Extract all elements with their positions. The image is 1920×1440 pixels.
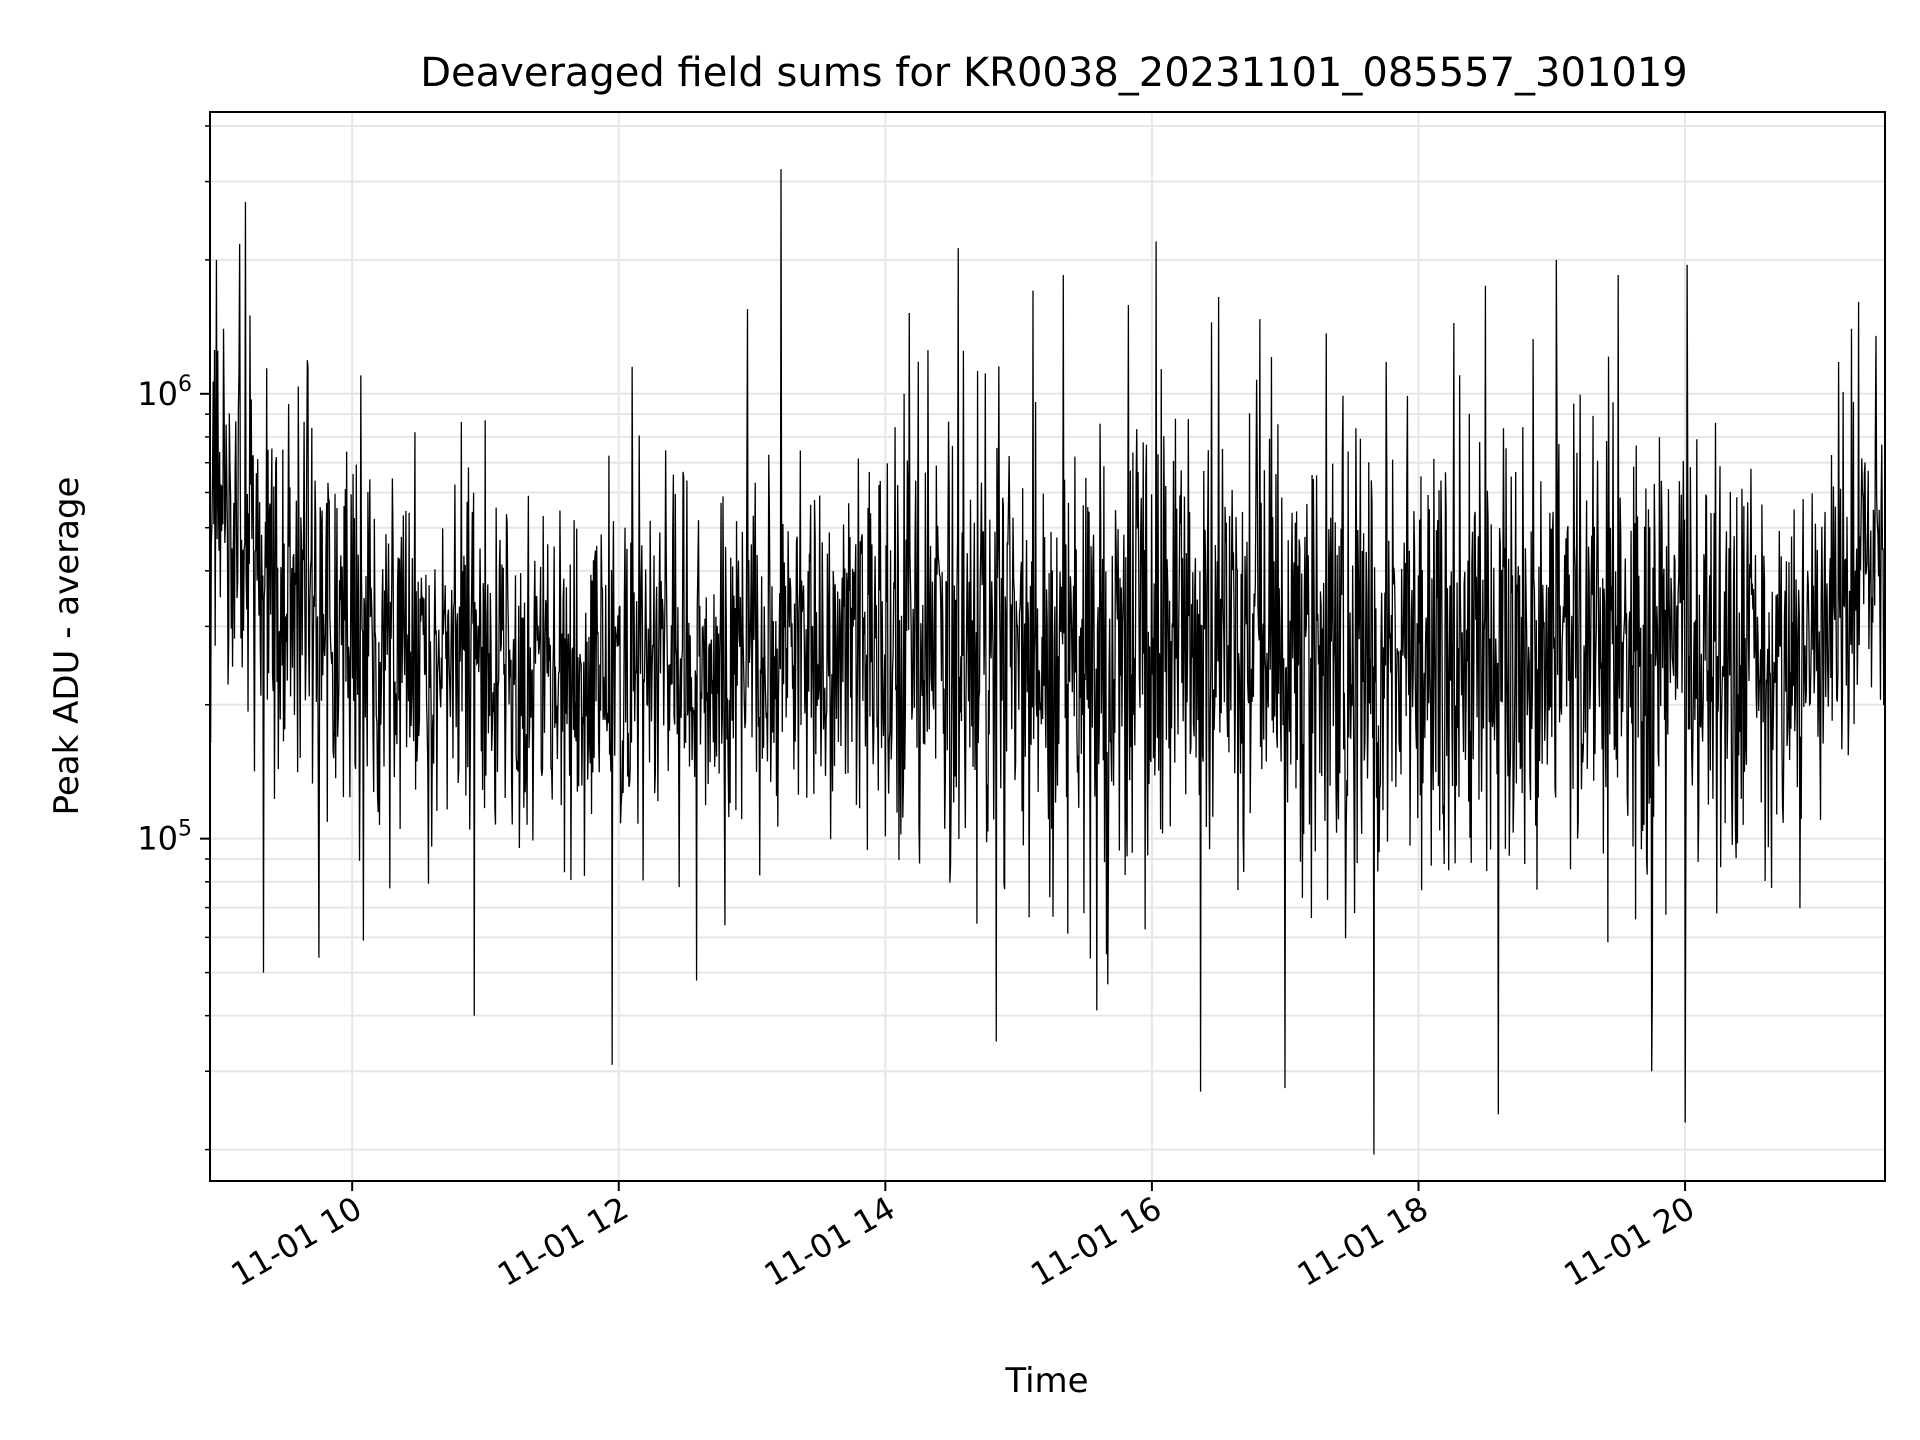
y-tick-label: 106: [137, 372, 192, 413]
x-axis-label: Time: [1004, 1361, 1088, 1401]
y-tick-label: 105: [137, 817, 192, 858]
series-line: [209, 169, 1886, 1155]
plot-area: [209, 169, 1886, 1155]
y-axis-label: Peak ADU - average: [47, 477, 87, 816]
plot-frame: [209, 111, 1886, 1182]
chart-title: Deaveraged field sums for KR0038_2023110…: [420, 50, 1688, 96]
